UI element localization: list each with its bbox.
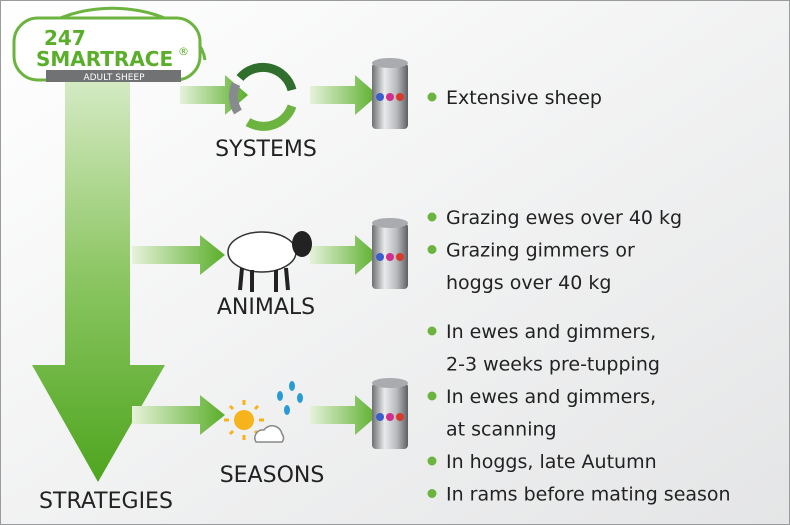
logo: 247 SMARTRACE ® ADULT SHEEP — [14, 8, 205, 83]
bullet-dot — [428, 93, 437, 102]
bullet-dot — [428, 457, 437, 466]
bullet-text: In ewes and gimmers, — [446, 321, 656, 343]
database-icon — [372, 218, 408, 289]
database-icon — [372, 378, 408, 449]
bullet-text: In rams before mating season — [446, 484, 731, 506]
logo-brand: SMARTRACE — [36, 47, 173, 71]
bullet-text: Extensive sheep — [446, 87, 602, 109]
footer-label: STRATEGIES — [39, 489, 173, 514]
logo-mark: ® — [178, 45, 189, 58]
bullet-text: In ewes and gimmers, — [446, 386, 656, 408]
bullet-dot — [428, 213, 437, 222]
bullet-text: at scanning — [446, 419, 557, 441]
row-label: ANIMALS — [217, 295, 315, 320]
logo-product: ADULT SHEEP — [83, 73, 145, 83]
bullet-text: Grazing ewes over 40 kg — [446, 207, 682, 229]
row-label: SYSTEMS — [215, 137, 317, 162]
bullet-text: 2-3 weeks pre-tupping — [446, 354, 660, 376]
bullet-dot — [428, 245, 437, 254]
bullet-text: hoggs over 40 kg — [446, 272, 611, 294]
database-icon — [372, 58, 408, 129]
bullet-dot — [428, 327, 437, 336]
row-label: SEASONS — [220, 463, 325, 488]
bullet-text: Grazing gimmers or — [446, 240, 635, 262]
bullet-text: In hoggs, late Autumn — [446, 451, 657, 473]
bullet-dot — [428, 489, 437, 498]
diagram: 247 SMARTRACE ® ADULT SHEEP SYSTEMS ANIM… — [0, 0, 790, 525]
bullet-dot — [428, 392, 437, 401]
